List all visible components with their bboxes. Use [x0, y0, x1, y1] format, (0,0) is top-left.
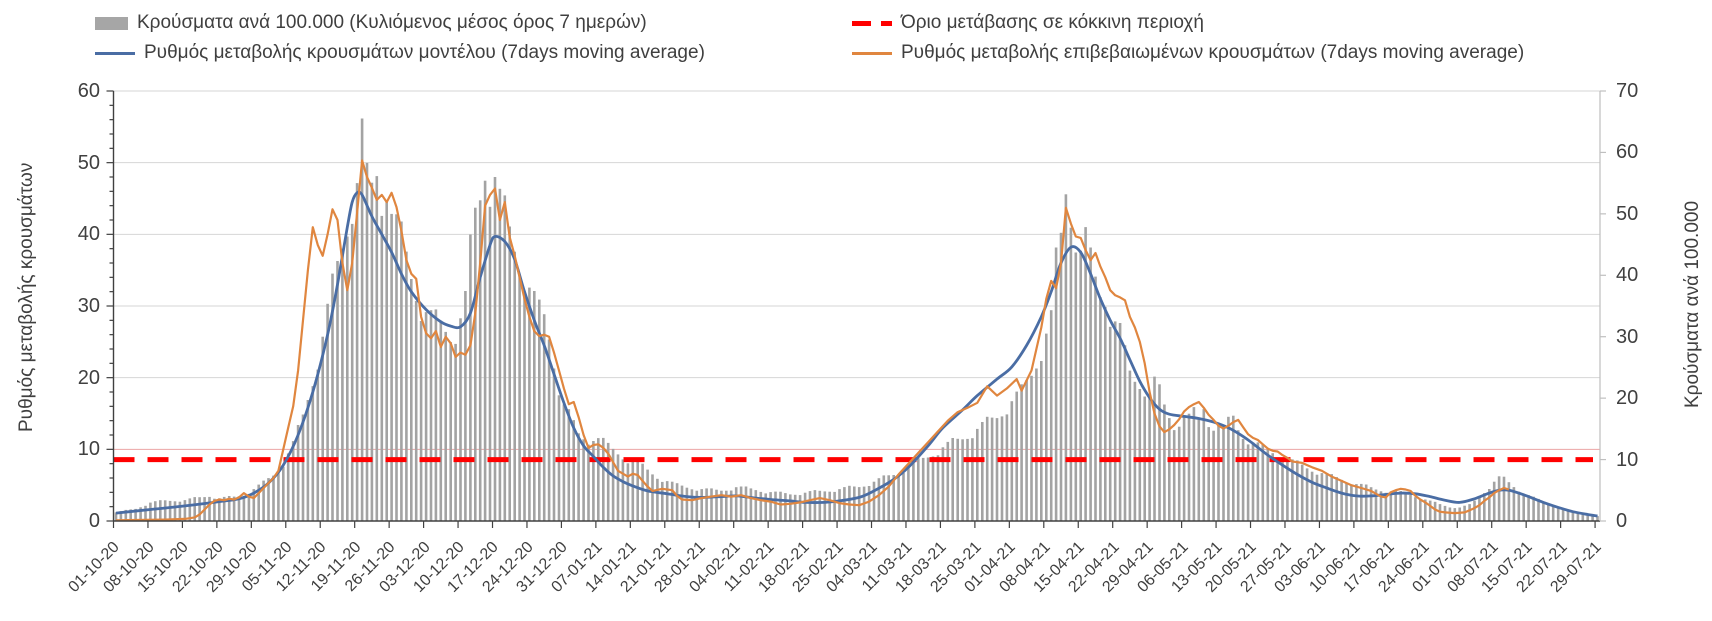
right-axis-tick-label: 10: [1616, 448, 1639, 471]
legend-item-cases-per-100k: Κρούσματα ανά 100.000 (Κυλιόμενος μέσος …: [95, 12, 647, 34]
right-axis-tick-label: 30: [1616, 325, 1639, 348]
legend-label-confirmed-rate: Ρυθμός μεταβολής επιβεβαιωμένων κρουσμάτ…: [901, 42, 1525, 63]
legend-item-model-rate: Ρυθμός μεταβολής κρουσμάτων μοντέλου (7d…: [95, 42, 705, 64]
right-axis-tick-label: 60: [1616, 141, 1639, 164]
red-dashed-swatch-icon: [852, 20, 892, 26]
legend-label-red-threshold: Όριο μετάβασης σε κόκκινη περιοχή: [901, 12, 1204, 33]
blue-line-swatch-icon: [95, 51, 135, 55]
left-axis-tick-label: 60: [77, 80, 100, 102]
legend-label-model-rate: Ρυθμός μεταβολής κρουσμάτων μοντέλου (7d…: [144, 42, 705, 63]
left-axis-tick-label: 40: [77, 223, 100, 246]
right-axis-tick-label: 40: [1616, 264, 1639, 287]
right-axis-tick-label: 50: [1616, 202, 1639, 225]
model-rate-line: [115, 190, 1598, 518]
x-axis-tick-label-holder: 29-07-21: [1419, 536, 1604, 596]
right-axis-title: Κρούσματα ανά 100.000: [1682, 200, 1703, 408]
left-axis-tick-label: 0: [88, 510, 100, 532]
left-axis-tick-label: 50: [77, 151, 100, 174]
right-axis-tick-label: 0: [1616, 510, 1628, 532]
axes: [106, 90, 1606, 528]
gray-bar-swatch-icon: [95, 16, 128, 30]
left-axis-tick-label: 30: [77, 295, 100, 317]
right-axis-tick-label: 70: [1616, 80, 1639, 102]
left-axis-tick-label: 10: [77, 438, 100, 461]
legend-item-red-threshold: Όριο μετάβασης σε κόκκινη περιοχή: [852, 12, 1204, 34]
right-axis-tick-label: 20: [1616, 387, 1639, 410]
confirmed-rate-line: [115, 159, 1510, 522]
bars-series-cases-per-100k: [114, 118, 1599, 522]
left-axis-title: Ρυθμός μεταβολής κρουσμάτων: [16, 162, 37, 432]
legend-label-cases-per-100k: Κρούσματα ανά 100.000 (Κυλιόμενος μέσος …: [137, 12, 647, 33]
left-axis-tick-label: 20: [77, 366, 100, 389]
legend-item-confirmed-rate: Ρυθμός μεταβολής επιβεβαιωμένων κρουσμάτ…: [852, 42, 1524, 64]
orange-line-swatch-icon: [852, 51, 892, 55]
